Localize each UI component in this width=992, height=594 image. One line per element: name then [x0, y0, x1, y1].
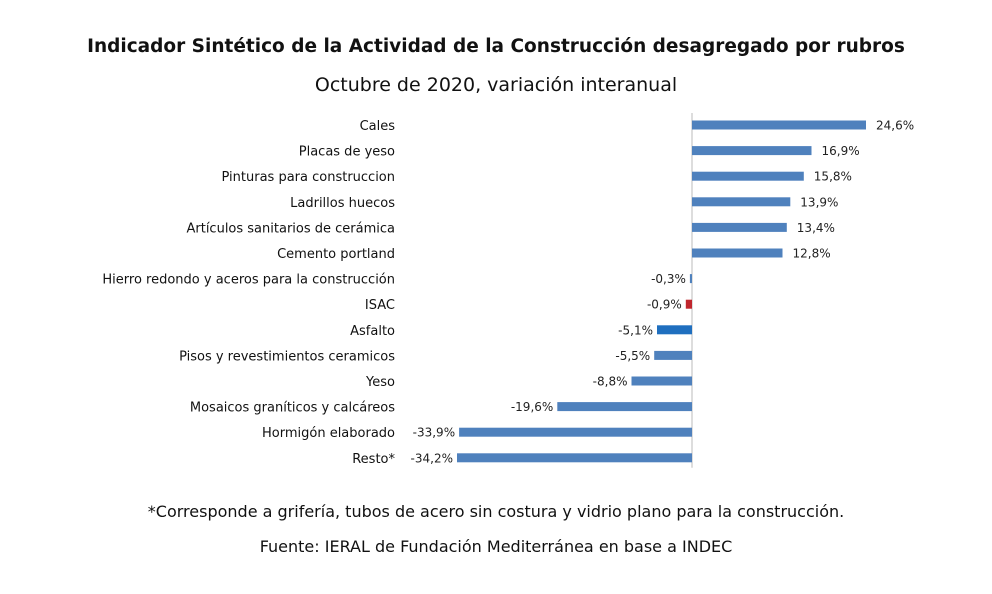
- category-label: ISAC: [365, 298, 395, 313]
- bar: [631, 376, 692, 386]
- bar: [689, 274, 692, 284]
- data-label: 13,9%: [800, 195, 838, 209]
- category-label: Asfalto: [350, 324, 395, 339]
- chart-subtitle: Octubre de 2020, variación interanual: [314, 74, 678, 96]
- data-label: -33,9%: [413, 426, 455, 440]
- data-label: -5,5%: [615, 349, 650, 363]
- category-label: Hierro redondo y aceros para la construc…: [102, 273, 395, 288]
- data-label: -0,3%: [651, 272, 686, 286]
- category-label: Artículos sanitarios de cerámica: [186, 221, 395, 236]
- category-label: Mosaicos graníticos y calcáreos: [190, 401, 395, 416]
- footnote: *Corresponde a grifería, tubos de acero …: [147, 502, 845, 521]
- bar: [685, 299, 692, 309]
- bar: [557, 402, 692, 412]
- data-label: 15,8%: [814, 170, 852, 184]
- data-label: -5,1%: [618, 323, 653, 337]
- data-label: -34,2%: [411, 451, 453, 465]
- category-label: Pisos y revestimientos ceramicos: [179, 349, 395, 364]
- bar: [692, 222, 787, 232]
- category-label: Resto*: [352, 452, 395, 467]
- category-label: Hormigón elaborado: [262, 426, 395, 441]
- category-label: Pinturas para construccion: [221, 170, 395, 185]
- bar: [459, 427, 692, 437]
- data-label: 16,9%: [822, 144, 860, 158]
- data-label: -19,6%: [511, 400, 553, 414]
- bar: [657, 325, 692, 335]
- bar: [692, 171, 804, 181]
- bar: [654, 350, 692, 360]
- bar: [692, 197, 791, 207]
- chart-title: Indicador Sintético de la Actividad de l…: [87, 36, 905, 57]
- bar: [457, 453, 692, 463]
- category-label: Ladrillos huecos: [290, 196, 395, 211]
- source-note: Fuente: IERAL de Fundación Mediterránea …: [259, 537, 733, 556]
- bar: [692, 120, 866, 130]
- data-label: 24,6%: [876, 119, 914, 133]
- category-label: Cales: [360, 119, 396, 134]
- category-label: Cemento portland: [277, 247, 395, 262]
- category-label: Placas de yeso: [299, 145, 395, 160]
- data-label: -8,8%: [593, 375, 628, 389]
- data-label: 13,4%: [797, 221, 835, 235]
- data-label: 12,8%: [793, 247, 831, 261]
- data-label: -0,9%: [647, 298, 682, 312]
- bar: [692, 248, 783, 258]
- bar: [692, 146, 812, 156]
- category-label: Yeso: [365, 375, 395, 390]
